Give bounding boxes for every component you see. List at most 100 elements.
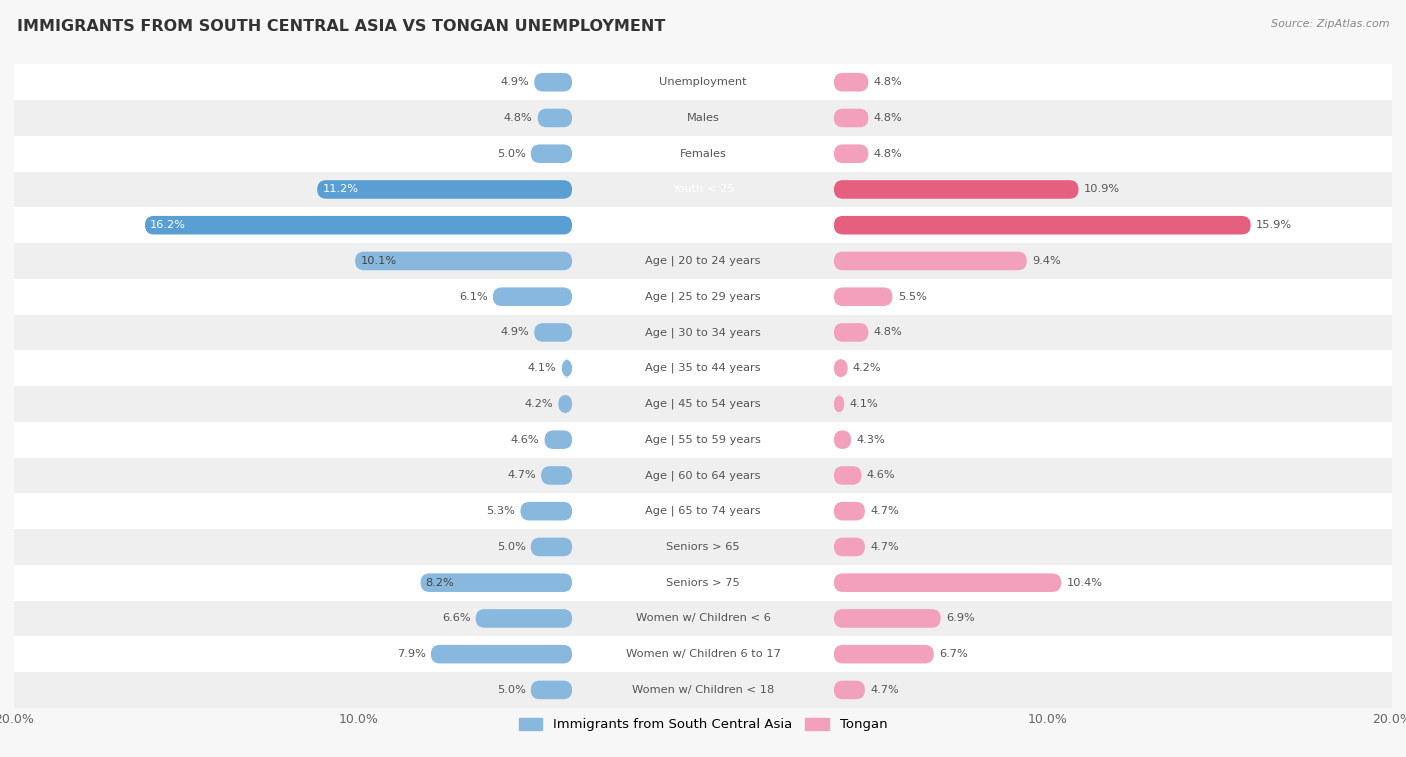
FancyBboxPatch shape [834, 573, 1062, 592]
Text: 4.1%: 4.1% [849, 399, 879, 409]
Bar [14, 243, 1392, 279]
Bar [14, 565, 1392, 600]
Text: 4.7%: 4.7% [508, 470, 536, 481]
Bar [14, 136, 1392, 172]
Text: 11.2%: 11.2% [322, 185, 359, 195]
Text: Age | 35 to 44 years: Age | 35 to 44 years [645, 363, 761, 373]
Bar [14, 529, 1392, 565]
FancyBboxPatch shape [834, 323, 869, 341]
Text: 4.9%: 4.9% [501, 328, 529, 338]
Text: 5.0%: 5.0% [496, 148, 526, 159]
FancyBboxPatch shape [834, 502, 865, 521]
Bar [14, 672, 1392, 708]
Bar [14, 315, 1392, 350]
FancyBboxPatch shape [534, 323, 572, 341]
Text: 4.1%: 4.1% [527, 363, 557, 373]
Text: 4.8%: 4.8% [873, 148, 903, 159]
FancyBboxPatch shape [531, 537, 572, 556]
Text: 4.2%: 4.2% [524, 399, 553, 409]
Text: Age | 45 to 54 years: Age | 45 to 54 years [645, 399, 761, 410]
FancyBboxPatch shape [558, 394, 572, 413]
Text: 5.0%: 5.0% [496, 685, 526, 695]
FancyBboxPatch shape [475, 609, 572, 628]
Text: 4.7%: 4.7% [870, 506, 898, 516]
Bar [14, 64, 1392, 100]
Text: 10.1%: 10.1% [360, 256, 396, 266]
FancyBboxPatch shape [834, 251, 1026, 270]
Text: 15.9%: 15.9% [1256, 220, 1292, 230]
Text: 5.3%: 5.3% [486, 506, 515, 516]
Legend: Immigrants from South Central Asia, Tongan: Immigrants from South Central Asia, Tong… [513, 712, 893, 737]
Text: Age | 16 to 19 years: Age | 16 to 19 years [645, 220, 761, 230]
FancyBboxPatch shape [520, 502, 572, 521]
FancyBboxPatch shape [834, 73, 869, 92]
Text: Seniors > 65: Seniors > 65 [666, 542, 740, 552]
FancyBboxPatch shape [834, 216, 1251, 235]
FancyBboxPatch shape [562, 359, 572, 378]
Text: Women w/ Children < 6: Women w/ Children < 6 [636, 613, 770, 624]
Text: 6.6%: 6.6% [441, 613, 471, 624]
FancyBboxPatch shape [420, 573, 572, 592]
FancyBboxPatch shape [834, 288, 893, 306]
FancyBboxPatch shape [541, 466, 572, 484]
Text: 9.4%: 9.4% [1032, 256, 1060, 266]
FancyBboxPatch shape [531, 145, 572, 163]
FancyBboxPatch shape [834, 431, 851, 449]
FancyBboxPatch shape [834, 180, 1078, 199]
Text: 4.7%: 4.7% [870, 685, 898, 695]
Text: Age | 25 to 29 years: Age | 25 to 29 years [645, 291, 761, 302]
Bar [14, 422, 1392, 457]
FancyBboxPatch shape [834, 466, 862, 484]
FancyBboxPatch shape [834, 394, 844, 413]
FancyBboxPatch shape [145, 216, 572, 235]
FancyBboxPatch shape [430, 645, 572, 663]
Text: 4.7%: 4.7% [870, 542, 898, 552]
FancyBboxPatch shape [834, 681, 865, 699]
Text: 7.9%: 7.9% [396, 650, 426, 659]
Text: Age | 55 to 59 years: Age | 55 to 59 years [645, 435, 761, 445]
Text: 4.3%: 4.3% [856, 435, 884, 444]
Text: 4.6%: 4.6% [510, 435, 540, 444]
Text: Age | 65 to 74 years: Age | 65 to 74 years [645, 506, 761, 516]
Text: 8.2%: 8.2% [426, 578, 454, 587]
Text: Age | 30 to 34 years: Age | 30 to 34 years [645, 327, 761, 338]
FancyBboxPatch shape [834, 645, 934, 663]
FancyBboxPatch shape [318, 180, 572, 199]
FancyBboxPatch shape [834, 145, 869, 163]
Text: 6.9%: 6.9% [946, 613, 974, 624]
Bar [14, 207, 1392, 243]
Bar [14, 172, 1392, 207]
Text: 4.8%: 4.8% [503, 113, 533, 123]
Text: 4.2%: 4.2% [853, 363, 882, 373]
Bar [14, 279, 1392, 315]
FancyBboxPatch shape [834, 609, 941, 628]
Text: Women w/ Children < 18: Women w/ Children < 18 [631, 685, 775, 695]
Bar [14, 457, 1392, 494]
Text: Youth < 25: Youth < 25 [672, 185, 734, 195]
Text: 6.1%: 6.1% [458, 291, 488, 302]
FancyBboxPatch shape [356, 251, 572, 270]
Text: 16.2%: 16.2% [150, 220, 186, 230]
FancyBboxPatch shape [537, 109, 572, 127]
Text: Seniors > 75: Seniors > 75 [666, 578, 740, 587]
Text: Age | 60 to 64 years: Age | 60 to 64 years [645, 470, 761, 481]
Text: IMMIGRANTS FROM SOUTH CENTRAL ASIA VS TONGAN UNEMPLOYMENT: IMMIGRANTS FROM SOUTH CENTRAL ASIA VS TO… [17, 19, 665, 34]
Text: Unemployment: Unemployment [659, 77, 747, 87]
Text: 5.0%: 5.0% [496, 542, 526, 552]
Text: 4.9%: 4.9% [501, 77, 529, 87]
Bar [14, 386, 1392, 422]
Bar [14, 350, 1392, 386]
Text: 5.5%: 5.5% [897, 291, 927, 302]
Text: 6.7%: 6.7% [939, 650, 967, 659]
Bar [14, 637, 1392, 672]
FancyBboxPatch shape [534, 73, 572, 92]
Bar [14, 494, 1392, 529]
Text: 4.8%: 4.8% [873, 77, 903, 87]
Text: Source: ZipAtlas.com: Source: ZipAtlas.com [1271, 19, 1389, 29]
FancyBboxPatch shape [544, 431, 572, 449]
Text: 4.6%: 4.6% [866, 470, 896, 481]
Text: 10.4%: 10.4% [1066, 578, 1102, 587]
FancyBboxPatch shape [834, 359, 848, 378]
Text: Males: Males [686, 113, 720, 123]
Text: 10.9%: 10.9% [1084, 185, 1119, 195]
